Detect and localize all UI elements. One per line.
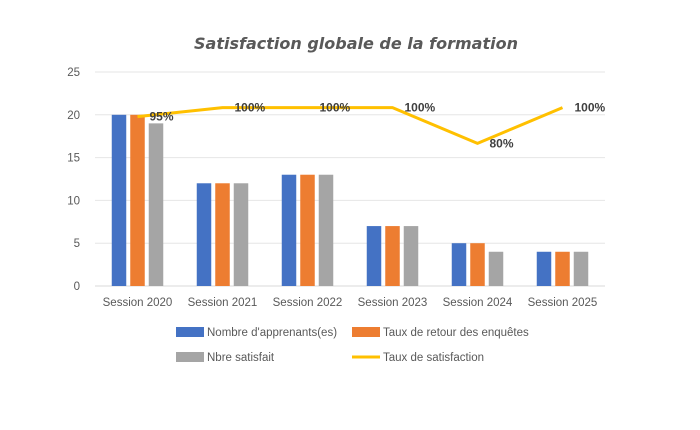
y-tick-label: 25 bbox=[67, 67, 80, 79]
y-tick-label: 10 bbox=[67, 195, 80, 207]
bar-2-session-2021 bbox=[215, 183, 230, 286]
x-tick-label: Session 2023 bbox=[358, 297, 428, 309]
bar-3-session-2023 bbox=[403, 226, 419, 286]
data-label: 100% bbox=[320, 101, 351, 115]
x-tick-label: Session 2022 bbox=[273, 297, 343, 309]
legend-swatch bbox=[176, 327, 204, 337]
legend-swatch bbox=[352, 327, 380, 337]
x-tick-label: Session 2020 bbox=[103, 297, 173, 309]
bar-3-session-2025 bbox=[573, 251, 589, 286]
bar-3-session-2020 bbox=[148, 123, 164, 286]
bar-1-session-2025 bbox=[536, 251, 552, 286]
data-label: 100% bbox=[575, 101, 606, 115]
bar-2-session-2024 bbox=[470, 243, 485, 286]
bar-3-session-2022 bbox=[318, 174, 334, 286]
gridlines bbox=[95, 71, 605, 287]
x-tick-label: Session 2021 bbox=[188, 297, 258, 309]
satisfaction-line bbox=[137, 106, 564, 145]
data-label: 100% bbox=[235, 101, 266, 115]
bar-1-session-2024 bbox=[451, 243, 467, 286]
bars bbox=[111, 114, 589, 286]
data-label: 100% bbox=[405, 101, 436, 115]
bar-2-session-2020 bbox=[130, 114, 145, 286]
legend: Nombre d'apprenants(es) Taux de retour de… bbox=[176, 327, 529, 364]
bar-1-session-2023 bbox=[366, 226, 382, 286]
bar-1-session-2021 bbox=[196, 183, 212, 286]
y-tick-label: 20 bbox=[67, 110, 80, 122]
y-axis-ticks: 0 5 10 15 20 25 bbox=[67, 67, 80, 293]
bar-2-session-2023 bbox=[385, 226, 400, 286]
bar-2-session-2022 bbox=[300, 174, 315, 286]
legend-label: Nbre satisfait bbox=[207, 352, 275, 364]
legend-label: Nombre d'apprenants(es) bbox=[207, 327, 337, 339]
legend-label: Taux de retour des enquêtes bbox=[383, 327, 529, 339]
x-tick-label: Session 2024 bbox=[443, 297, 513, 309]
bar-3-session-2024 bbox=[488, 251, 504, 286]
data-label: 95% bbox=[150, 110, 174, 124]
bar-1-session-2020 bbox=[111, 114, 127, 286]
x-axis-ticks: Session 2020 Session 2021 Session 2022 Sess… bbox=[103, 297, 598, 309]
legend-swatch bbox=[176, 352, 204, 362]
y-tick-label: 5 bbox=[74, 238, 80, 250]
data-label: 80% bbox=[490, 136, 514, 150]
bar-2-session-2025 bbox=[555, 251, 570, 286]
legend-label: Taux de satisfaction bbox=[383, 352, 484, 364]
bar-1-session-2022 bbox=[281, 174, 297, 286]
chart-title: Satisfaction globale de la formation bbox=[194, 34, 518, 53]
y-tick-label: 15 bbox=[67, 153, 80, 165]
bar-3-session-2021 bbox=[233, 183, 249, 286]
x-tick-label: Session 2025 bbox=[528, 297, 598, 309]
satisfaction-line-group: 95% 100% 100% 100% 80% 100% bbox=[137, 101, 606, 150]
y-tick-label: 0 bbox=[74, 281, 80, 293]
